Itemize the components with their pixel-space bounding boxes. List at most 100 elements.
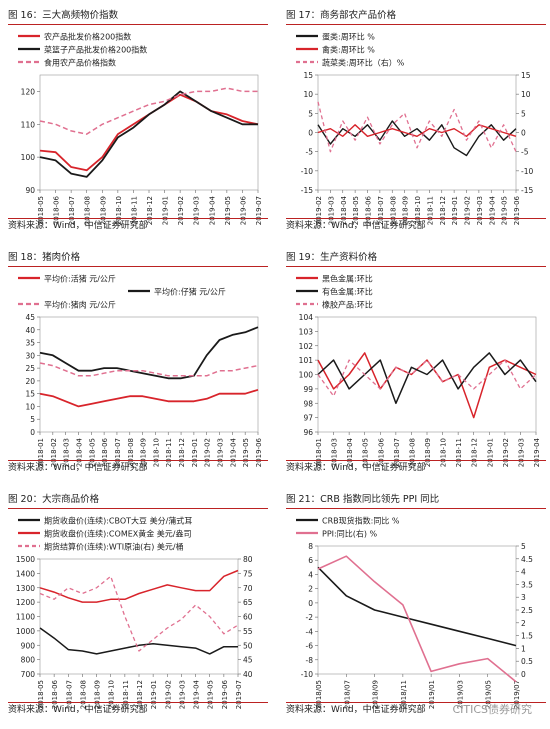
y-tick-label: 700 <box>21 670 36 679</box>
x-tick-label: 2019-03 <box>217 438 225 467</box>
x-tick-label: 2018-11 <box>122 680 130 709</box>
x-tick-label: 2018-04 <box>346 437 354 467</box>
series-line <box>39 326 259 380</box>
x-tick-label: 2019-06 <box>513 195 521 225</box>
y-right-tick-label: 5 <box>521 109 526 118</box>
y-right-tick-label: 4 <box>521 568 526 577</box>
line-chart: CRB现货指数:同比 % PPI:同比(右) % -10 -8 -6 -4 -2 0 2 4 6 8 0… <box>296 516 533 709</box>
x-tick-label: 2018-09 <box>402 196 410 225</box>
x-tick-label: 2019-04 <box>208 195 216 225</box>
y-tick-label: 15 <box>303 71 313 80</box>
y-tick-label: 10 <box>303 90 313 99</box>
x-tick-label: 2019-04 <box>193 679 201 709</box>
chart-title: 图 16：三大高频物价指数 <box>8 8 268 25</box>
legend-label: 有色金属:环比 <box>322 287 373 297</box>
y-right-tick-label: 40 <box>243 670 253 679</box>
x-tick-label: 2018-01 <box>315 438 323 467</box>
x-tick-label: 2019-07 <box>255 196 263 225</box>
y-tick-label: 101 <box>299 356 314 365</box>
chart-panel-16: 图 16：三大高频物价指数 农产品批发价格200指数 菜篮子产品批发价格200指数… <box>8 8 268 243</box>
y-tick-label: 5 <box>30 415 35 424</box>
legend-label: 平均价:猪肉 元/公斤 <box>44 300 116 310</box>
y-tick-label: 98 <box>303 399 313 408</box>
y-tick-label: 30 <box>25 351 35 360</box>
legend-label: 蛋类:周环比 % <box>322 32 375 42</box>
x-tick-label: 2018-03 <box>63 438 71 467</box>
x-tick-label: 2018-09 <box>140 438 148 467</box>
x-tick-label: 2018-01 <box>37 438 45 467</box>
x-tick-label: 2019-04 <box>488 195 496 225</box>
x-tick-label: 2018-06 <box>377 437 385 467</box>
x-tick-label: 2018-02 <box>50 438 58 467</box>
chart-title: 图 20：大宗商品价格 <box>8 492 268 509</box>
x-tick-label: 2018-05 <box>88 438 96 467</box>
y-tick-label: 15 <box>25 390 35 399</box>
series-line <box>39 93 259 172</box>
legend-label: 蔬菜类:周环比（右）% <box>322 58 405 68</box>
y-tick-label: 6 <box>308 556 313 565</box>
y-tick-label: -15 <box>301 186 313 195</box>
x-tick-label: 2019-02 <box>502 438 510 467</box>
x-tick-label: 2018-12 <box>439 196 447 225</box>
x-tick-label: 2018-05 <box>37 196 45 225</box>
chart-panel-19: 图 19：生产资料价格 黑色金属:环比 有色金属:环比 橡胶产品:环比 96 97 98 9… <box>286 250 546 485</box>
y-tick-label: 800 <box>21 656 36 665</box>
legend-label: 平均价:活猪 元/公斤 <box>44 274 116 284</box>
y-tick-label: -4 <box>306 627 314 636</box>
legend-label: 橡胶产品:环比 <box>322 300 373 310</box>
x-tick-label: 2019/01 <box>428 680 436 709</box>
legend-label: 菜篮子产品批发价格200指数 <box>44 45 147 55</box>
legend-label: CRB现货指数:同比 % <box>322 516 400 526</box>
legend-label: 期货结算价(连续):WTI原油(右) 美元/桶 <box>44 542 184 552</box>
y-tick-label: 0 <box>308 129 313 138</box>
line-chart: 蛋类:周环比 % 禽类:周环比 % 蔬菜类:周环比（右）% -15 -10 -5 0 5 10 1… <box>296 32 533 225</box>
x-tick-label: 2019-02 <box>164 680 172 709</box>
y-tick-label: 100 <box>21 153 36 162</box>
series-line <box>317 124 517 138</box>
y-tick-label: 900 <box>21 641 36 650</box>
y-tick-label: 1100 <box>16 613 35 622</box>
y-tick-label: 0 <box>30 428 35 437</box>
chart-source: 资料来源：Wind，中信证券研究部 <box>286 218 546 233</box>
line-chart: 期货收盘价(连续):CBOT大豆 美分/蒲式耳期货收盘价(连续):COMEX黄金… <box>16 516 253 710</box>
x-tick-label: 2019-03 <box>517 438 525 467</box>
x-tick-label: 2019-03 <box>178 680 186 709</box>
y-right-tick-label: 1.5 <box>521 632 533 641</box>
x-tick-label: 2018-12 <box>146 196 154 225</box>
y-tick-label: 120 <box>21 87 36 96</box>
y-tick-label: 110 <box>21 120 36 129</box>
x-tick-label: 2018-04 <box>75 437 83 467</box>
series-line <box>39 87 258 135</box>
x-tick-label: 2018-12 <box>471 438 479 467</box>
x-tick-label: 2018-11 <box>455 438 463 467</box>
legend-label: 平均价:仔猪 元/公斤 <box>154 287 226 297</box>
x-tick-label: 2018-10 <box>115 196 123 225</box>
series-line <box>39 90 258 178</box>
series-line <box>317 101 517 153</box>
x-tick-label: 2019-02 <box>315 196 323 225</box>
plot-area <box>39 558 239 675</box>
x-tick-label: 2019-01 <box>451 196 459 225</box>
x-tick-label: 2018-10 <box>414 196 422 225</box>
y-right-tick-label: 75 <box>243 569 253 578</box>
y-right-tick-label: 3.5 <box>521 580 533 589</box>
legend-label: 期货收盘价(连续):COMEX黄金 美元/盎司 <box>44 529 192 539</box>
x-tick-label: 2018-04 <box>340 195 348 225</box>
y-right-tick-label: 5 <box>521 542 526 551</box>
x-tick-label: 2018-06 <box>365 195 373 225</box>
series-line <box>317 566 517 647</box>
y-tick-label: 25 <box>25 364 35 373</box>
y-right-tick-label: 3 <box>521 593 526 602</box>
chart-source: 资料来源：Wind，中信证券研究部 <box>8 460 268 475</box>
y-tick-label: 8 <box>308 542 313 551</box>
series-line <box>317 555 517 683</box>
x-tick-label: 2018-08 <box>127 438 135 467</box>
chart-source: 资料来源：Wind，中信证券研究部 <box>8 702 268 717</box>
y-tick-label: 103 <box>299 327 314 336</box>
x-tick-label: 2018-05 <box>37 680 45 709</box>
x-tick-label: 2018-10 <box>108 680 116 709</box>
plot-area <box>39 316 259 433</box>
plot-area <box>39 74 259 191</box>
x-tick-label: 2018-06 <box>53 195 61 225</box>
legend-label: PPI:同比(右) % <box>322 529 377 539</box>
